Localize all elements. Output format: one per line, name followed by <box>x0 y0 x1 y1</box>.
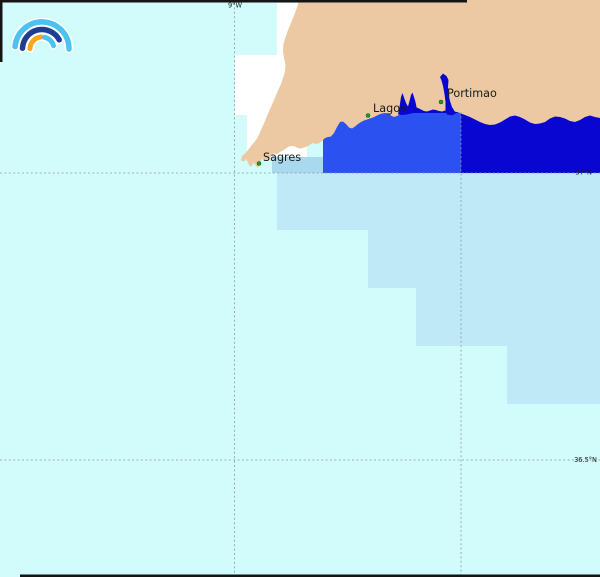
frame-border-left <box>0 0 3 62</box>
arade-river <box>440 73 456 116</box>
latitude-label-36-5n: 36.5°N <box>574 456 597 464</box>
city-label-sagres: Sagres <box>263 151 301 164</box>
city-label-lagos: Lagos <box>373 102 406 115</box>
logo-navy-arc <box>19 26 62 52</box>
frame-border-bottom <box>20 574 600 577</box>
offshore-light-intensity-zone <box>277 172 600 404</box>
logo-inner-arc <box>42 34 56 49</box>
longitude-label-9w: 9°W <box>228 2 242 10</box>
city-label-portimao: Portimao <box>447 87 497 100</box>
latitude-label-37n: 37°N <box>575 169 592 177</box>
frame-border-top <box>0 0 467 3</box>
city-dot-portimao <box>438 99 444 105</box>
logo-outer-arc <box>12 19 72 52</box>
ipma-logo <box>10 17 74 54</box>
land-algarve <box>241 0 600 168</box>
city-dot-sagres <box>256 161 262 166</box>
logo-orange-arc <box>27 34 44 52</box>
alvor-lagoon <box>398 92 417 115</box>
city-dot-lagos <box>365 113 371 118</box>
sagres-medium-intensity-cell <box>272 157 323 173</box>
